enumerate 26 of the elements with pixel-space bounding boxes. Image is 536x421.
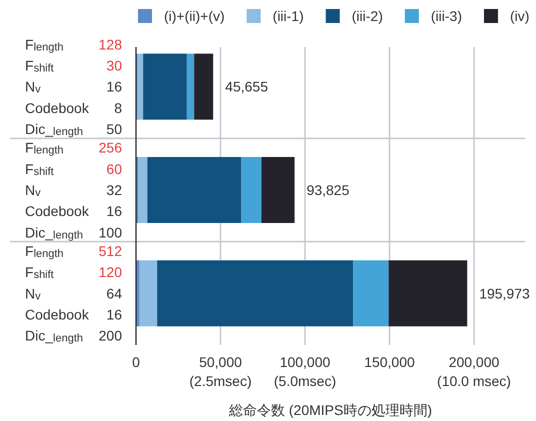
bar — [147, 157, 242, 223]
xlabel: 総命令数 (20MIPS時の処理時間) — [229, 402, 432, 418]
legend-label: (iii-1) — [272, 8, 304, 24]
legend-label: (i)+(ii)+(v) — [164, 8, 225, 24]
total-label: 93,825 — [306, 182, 350, 198]
bar — [138, 157, 148, 223]
bar — [388, 260, 468, 326]
x-tick-label: 50,000 (2.5msec) — [189, 354, 252, 389]
legend-label: (iii-2) — [352, 8, 383, 24]
bar — [186, 54, 194, 120]
x-tick-label: 0 — [132, 354, 140, 370]
total-label: 45,655 — [225, 78, 268, 95]
bar — [157, 260, 354, 326]
x-tick-label: 150,000 — [364, 354, 416, 370]
legend-label: (iv) — [510, 8, 530, 24]
legend-label: (iii-3) — [430, 8, 462, 24]
bar — [241, 157, 262, 223]
bar — [194, 54, 214, 120]
bar — [353, 260, 389, 326]
bar — [137, 54, 144, 120]
bar — [143, 54, 187, 120]
bar — [139, 260, 158, 326]
x-tick-label: 100,000 (5.0msec) — [274, 354, 336, 389]
x-tick-label: 200,000 (10.0 msec) — [437, 354, 511, 389]
total-label: 195,973 — [479, 285, 530, 302]
bar — [261, 157, 295, 223]
